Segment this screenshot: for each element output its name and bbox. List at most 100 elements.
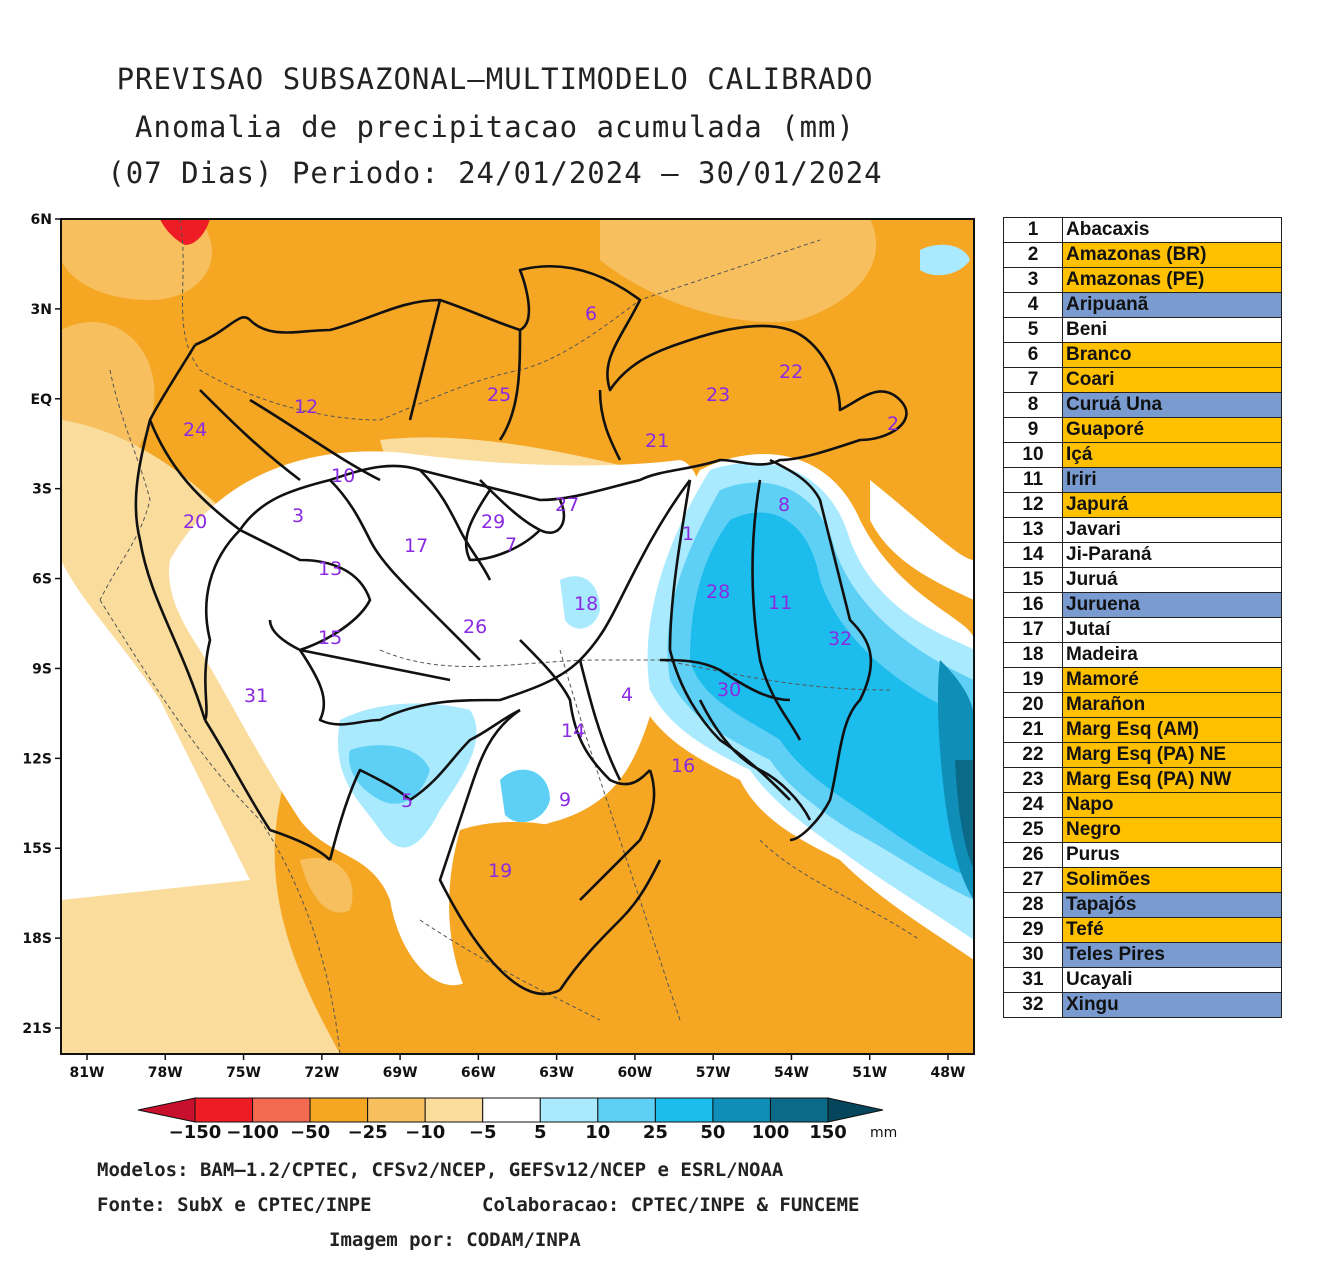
legend-basin-number: 15 bbox=[1003, 567, 1063, 593]
lat-label: 15S bbox=[22, 841, 52, 857]
lat-label: 18S bbox=[22, 931, 52, 947]
colorbar: −150 −100 −50 −25 −10 −5 5 10 25 50 100 150 mm bbox=[137, 1097, 897, 1143]
legend-row: 7 Coari bbox=[1003, 367, 1282, 393]
colorbar-box bbox=[367, 1097, 426, 1123]
legend-basin-name: Solimões bbox=[1062, 867, 1282, 893]
legend-row: 4 Aripuanã bbox=[1003, 292, 1282, 318]
lon-label: 57W bbox=[696, 1065, 731, 1081]
basin-label-31: 31 bbox=[244, 685, 268, 707]
legend-row: 3 Amazonas (PE) bbox=[1003, 267, 1282, 293]
legend-basin-name: Branco bbox=[1062, 342, 1282, 368]
legend-basin-number: 8 bbox=[1003, 392, 1063, 418]
legend-basin-name: Içá bbox=[1062, 442, 1282, 468]
legend-basin-name: Ji-Paraná bbox=[1062, 542, 1282, 568]
basin-label-20: 20 bbox=[183, 511, 207, 533]
legend-basin-number: 27 bbox=[1003, 867, 1063, 893]
legend-basin-number: 21 bbox=[1003, 717, 1063, 743]
colorbar-label: 150 bbox=[809, 1122, 847, 1143]
legend-basin-name: Curuá Una bbox=[1062, 392, 1282, 418]
legend-basin-number: 23 bbox=[1003, 767, 1063, 793]
legend-row: 9 Guaporé bbox=[1003, 417, 1282, 443]
legend-basin-name: Amazonas (PE) bbox=[1062, 267, 1282, 293]
legend-basin-name: Juruá bbox=[1062, 567, 1282, 593]
colorbar-label: −25 bbox=[348, 1122, 388, 1143]
lat-label: 12S bbox=[22, 751, 52, 767]
lon-label: 63W bbox=[539, 1065, 574, 1081]
legend-row: 18 Madeira bbox=[1003, 642, 1282, 668]
lat-label: 3S bbox=[32, 482, 52, 498]
colorbar-box bbox=[309, 1097, 369, 1123]
legend-basin-name: Juruena bbox=[1062, 592, 1282, 618]
legend-basin-name: Marg Esq (PA) NW bbox=[1062, 767, 1282, 793]
footer-source: Fonte: SubX e CPTEC/INPE bbox=[97, 1194, 372, 1216]
map-title: PREVISAO SUBSAZONAL—MULTIMODELO CALIBRAD… bbox=[116, 62, 874, 96]
legend-basin-number: 18 bbox=[1003, 642, 1063, 668]
legend-basin-name: Iriri bbox=[1062, 467, 1282, 493]
footer-collaboration: Colaboracao: CPTEC/INPE & FUNCEME bbox=[482, 1194, 860, 1216]
legend-basin-number: 3 bbox=[1003, 267, 1063, 293]
colorbar-label: 100 bbox=[752, 1122, 790, 1143]
colorbar-label: −5 bbox=[469, 1122, 497, 1143]
legend-basin-number: 6 bbox=[1003, 342, 1063, 368]
legend-basin-name: Beni bbox=[1062, 317, 1282, 343]
basin-label-19: 19 bbox=[488, 860, 512, 882]
legend-row: 1 Abacaxis bbox=[1003, 217, 1282, 243]
legend-basin-name: Ucayali bbox=[1062, 967, 1282, 993]
legend-basin-number: 11 bbox=[1003, 467, 1063, 493]
lon-label: 48W bbox=[931, 1065, 966, 1081]
precipitation-anomaly-map: 6N 3N EQ 3S 6S 9S 12S 15S 18S 21S 81W 78W 75W 72W 69W… bbox=[22, 212, 975, 1081]
legend-row: 31 Ucayali bbox=[1003, 967, 1282, 993]
legend-basin-number: 17 bbox=[1003, 617, 1063, 643]
basin-number-labels: 1 2 3 4 5 6 7 8 9 10 11 12 13 14 15 16 1… bbox=[183, 303, 899, 882]
legend-basin-number: 1 bbox=[1003, 217, 1063, 243]
legend-row: 22 Marg Esq (PA) NE bbox=[1003, 742, 1282, 768]
legend-basin-name: Tefé bbox=[1062, 917, 1282, 943]
basin-label-22: 22 bbox=[779, 361, 803, 383]
legend-row: 12 Japurá bbox=[1003, 492, 1282, 518]
map-frame bbox=[60, 218, 975, 1055]
legend-basin-number: 26 bbox=[1003, 842, 1063, 868]
colorbar-box bbox=[712, 1097, 771, 1123]
legend-row: 20 Marañon bbox=[1003, 692, 1282, 718]
basin-label-14: 14 bbox=[561, 720, 585, 742]
basin-label-27: 27 bbox=[555, 494, 579, 516]
legend-row: 19 Mamoré bbox=[1003, 667, 1282, 693]
lon-label: 78W bbox=[148, 1065, 183, 1081]
basin-label-7: 7 bbox=[505, 534, 517, 556]
colorbar-label: −10 bbox=[405, 1122, 445, 1143]
legend-basin-name: Abacaxis bbox=[1062, 217, 1282, 243]
lat-label: 3N bbox=[31, 302, 52, 318]
legend-basin-number: 9 bbox=[1003, 417, 1063, 443]
legend-basin-name: Purus bbox=[1062, 842, 1282, 868]
legend-row: 8 Curuá Una bbox=[1003, 392, 1282, 418]
legend-row: 23 Marg Esq (PA) NW bbox=[1003, 767, 1282, 793]
colorbar-label: 5 bbox=[534, 1122, 547, 1143]
legend-basin-number: 22 bbox=[1003, 742, 1063, 768]
map-period: (07 Dias) Periodo: 24/01/2024 — 30/01/20… bbox=[107, 156, 883, 190]
legend-basin-number: 10 bbox=[1003, 442, 1063, 468]
basin-label-25: 25 bbox=[487, 384, 511, 406]
lon-label: 66W bbox=[461, 1065, 496, 1081]
lon-label: 75W bbox=[226, 1065, 261, 1081]
footer-image-credit: Imagem por: CODAM/INPA bbox=[329, 1229, 581, 1251]
basin-label-2: 2 bbox=[887, 413, 899, 435]
legend-row: 24 Napo bbox=[1003, 792, 1282, 818]
legend-basin-name: Napo bbox=[1062, 792, 1282, 818]
colorbar-label: −100 bbox=[226, 1122, 279, 1143]
lat-label: 6S bbox=[32, 572, 52, 588]
legend-basin-number: 20 bbox=[1003, 692, 1063, 718]
lon-label: 72W bbox=[304, 1065, 339, 1081]
legend-row: 30 Teles Pires bbox=[1003, 942, 1282, 968]
basin-label-28: 28 bbox=[706, 581, 730, 603]
legend-basin-number: 16 bbox=[1003, 592, 1063, 618]
lon-label: 81W bbox=[70, 1065, 105, 1081]
legend-row: 21 Marg Esq (AM) bbox=[1003, 717, 1282, 743]
colorbar-box bbox=[424, 1097, 484, 1123]
basin-label-32: 32 bbox=[828, 628, 852, 650]
legend-row: 17 Jutaí bbox=[1003, 617, 1282, 643]
basin-legend-table: 1 Abacaxis 2 Amazonas (BR) 3 Amazonas (PE) 4 Ar… bbox=[1003, 217, 1282, 1018]
basin-label-8: 8 bbox=[778, 494, 790, 516]
basin-label-6: 6 bbox=[585, 303, 597, 325]
longitude-axis: 81W 78W 75W 72W 69W 66W 63W 60W 57W 54W 51W 48W bbox=[70, 1054, 966, 1081]
latitude-axis: 6N 3N EQ 3S 6S 9S 12S 15S 18S 21S bbox=[22, 212, 61, 1037]
